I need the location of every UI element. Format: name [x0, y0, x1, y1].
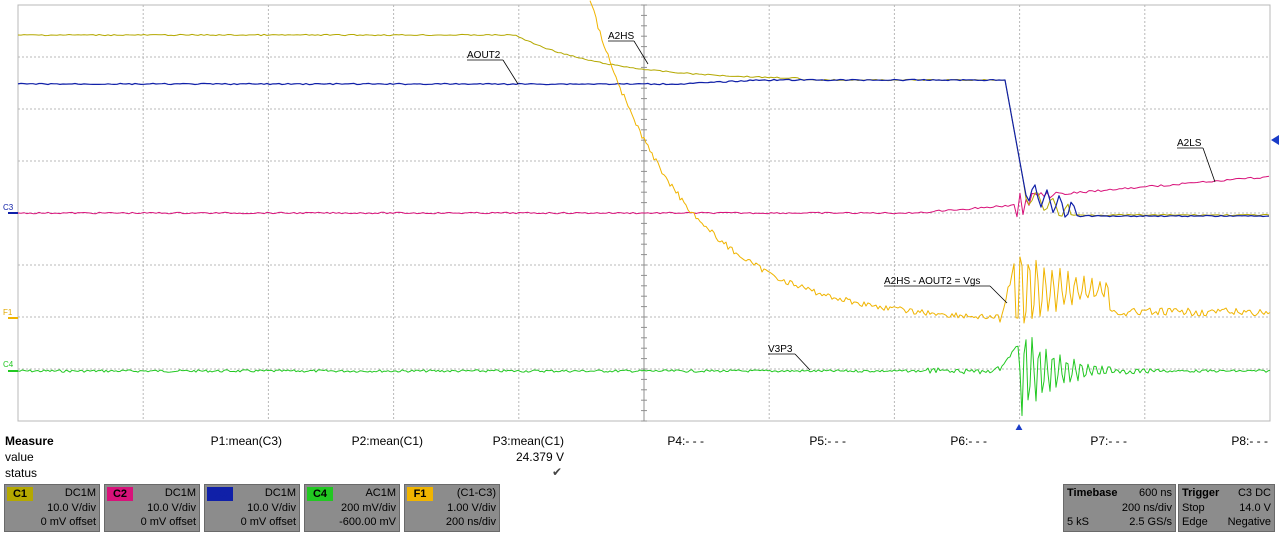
channel-coupling: DC1M	[164, 487, 196, 499]
channel-vdiv: 10.0 V/div	[147, 502, 196, 514]
waveform-display[interactable]: A2HS AOUT2 A2LS A2HS - AOUT2 = Vgs V3P3 …	[0, 0, 1280, 430]
channel-coupling: DC1M	[264, 487, 296, 499]
math-function: (C1-C3)	[456, 487, 496, 499]
trigger-level-marker-icon[interactable]	[1271, 135, 1279, 145]
measure-value-p3: 24.379 V	[515, 450, 564, 464]
annotation-aout2: AOUT2	[467, 50, 501, 61]
trigger-slope: Negative	[1227, 516, 1271, 528]
measure-col-p8[interactable]: P8:- - -	[1231, 434, 1268, 448]
channel-tag-c2: C2	[107, 487, 133, 501]
measure-col-p2[interactable]: P2:mean(C1)	[351, 434, 423, 448]
channel-tag-f1: F1	[407, 487, 433, 501]
trace-label-f1: F1	[3, 308, 13, 317]
trace-label-c3: C3	[3, 203, 14, 212]
channel-offset: 0 mV offset	[240, 516, 296, 528]
channel-panel-c2[interactable]: C2 DC1M 10.0 V/div 0 mV offset	[104, 484, 200, 532]
trigger-mode: Stop	[1182, 502, 1205, 514]
annotation-leaders	[8, 40, 1216, 372]
measure-row-label-value: value	[5, 450, 34, 464]
measure-col-p5[interactable]: P5:- - -	[809, 434, 846, 448]
trigger-level: 14.0 V	[1239, 502, 1271, 514]
measure-table: Measure value status P1:mean(C3) P2:mean…	[0, 432, 1280, 482]
trace-label-c4: C4	[3, 360, 14, 369]
channel-tag-c4: C4	[307, 487, 333, 501]
channel-vdiv: 10.0 V/div	[47, 502, 96, 514]
channel-tag-c3: C3	[207, 487, 233, 501]
waveform-traces	[17, 0, 1271, 417]
channel-panel-f1[interactable]: F1 (C1-C3) 1.00 V/div 200 ns/div	[404, 484, 500, 532]
trace-c1-a2hs	[17, 33, 1270, 217]
channel-vdiv: 10.0 V/div	[247, 502, 296, 514]
channel-tag-c1: C1	[7, 487, 33, 501]
timebase-samples: 5 kS	[1067, 516, 1090, 528]
annotation-leader	[633, 40, 649, 65]
annotation-v3p3: V3P3	[768, 344, 793, 355]
annotation-a2ls: A2LS	[1177, 138, 1202, 149]
channel-offset: 0 mV offset	[40, 516, 96, 528]
channel-offset: 0 mV offset	[140, 516, 196, 528]
measure-col-p7[interactable]: P7:- - -	[1090, 434, 1127, 448]
measure-col-p4[interactable]: P4:- - -	[667, 434, 704, 448]
channel-coupling: AC1M	[365, 487, 396, 499]
trace-c4-v3p3	[17, 337, 1271, 417]
trace-c2-a2ls	[17, 175, 1270, 218]
trigger-panel[interactable]: Trigger C3 DC Stop 14.0 V Edge Negative	[1178, 484, 1275, 532]
measure-col-p3[interactable]: P3:mean(C1)	[492, 434, 564, 448]
measure-row-label-status: status	[5, 466, 38, 480]
measure-header: Measure	[5, 434, 54, 448]
trace-c3-aout2	[17, 78, 1270, 218]
channel-panel-c3[interactable]: C3 DC1M 10.0 V/div 0 mV offset	[204, 484, 300, 532]
channel-panel-c1[interactable]: C1 DC1M 10.0 V/div 0 mV offset	[4, 484, 100, 532]
annotation-a2hs: A2HS	[608, 31, 634, 42]
channel-offset: -600.00 mV	[339, 516, 396, 528]
channel-vdiv: 1.00 V/div	[447, 502, 496, 514]
annotation-vgs: A2HS - AOUT2 = Vgs	[884, 276, 980, 287]
measure-col-p1[interactable]: P1:mean(C3)	[210, 434, 282, 448]
trigger-type: Edge	[1182, 516, 1208, 528]
trigger-label: Trigger	[1182, 487, 1220, 499]
annotation-leader	[794, 353, 811, 371]
trigger-source: C3 DC	[1237, 487, 1271, 499]
timebase-tdiv: 200 ns/div	[1121, 502, 1172, 514]
timebase-rate: 2.5 GS/s	[1129, 516, 1172, 528]
timebase-panel[interactable]: Timebase 600 ns 200 ns/div 5 kS 2.5 GS/s	[1063, 484, 1176, 532]
channel-tdiv: 200 ns/div	[445, 516, 496, 528]
timebase-delay: 600 ns	[1138, 487, 1172, 499]
channel-coupling: DC1M	[64, 487, 96, 499]
annotation-leader	[1202, 147, 1216, 183]
channel-panel-c4[interactable]: C4 AC1M 200 mV/div -600.00 mV	[304, 484, 400, 532]
trace-f1-vgs	[589, 0, 1271, 324]
trigger-time-marker-icon[interactable]	[1015, 424, 1023, 430]
annotation-leader	[989, 285, 1008, 304]
timebase-label: Timebase	[1067, 487, 1118, 499]
measure-status-p3-check-icon: ✔	[551, 465, 562, 479]
measure-col-p6[interactable]: P6:- - -	[950, 434, 987, 448]
annotation-leader	[502, 59, 519, 85]
channel-vdiv: 200 mV/div	[340, 502, 396, 514]
